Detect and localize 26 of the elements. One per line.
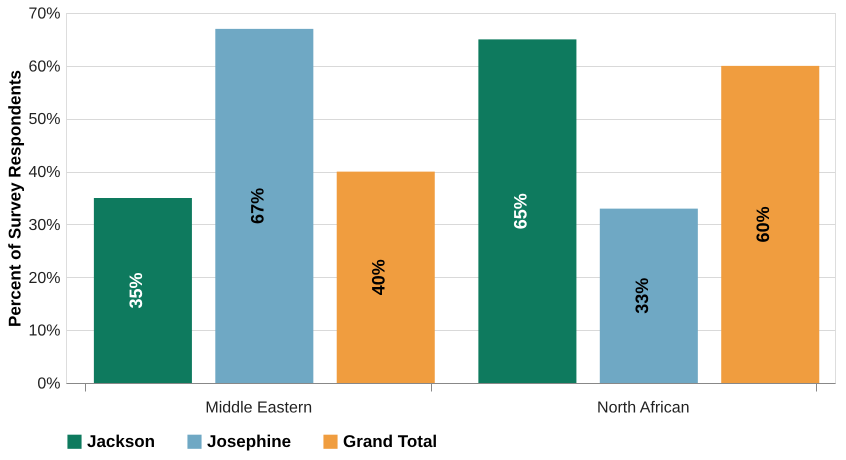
legend-label: Jackson: [87, 432, 156, 451]
y-tick-label: 70%: [28, 6, 60, 22]
data-label: 60%: [753, 206, 774, 242]
x-tick-label: Middle Eastern: [205, 400, 312, 416]
y-tick-label: 50%: [28, 111, 60, 128]
data-label: 35%: [126, 272, 146, 309]
data-label: 65%: [510, 193, 530, 230]
y-tick-label: 60%: [28, 58, 60, 76]
bar: [94, 198, 192, 383]
bar: [478, 39, 576, 383]
x-tick-label: North African: [597, 400, 690, 416]
y-tick-label: 10%: [28, 322, 60, 340]
legend-label: Grand Total: [343, 432, 438, 451]
bar: [215, 28, 314, 383]
y-axis-title: Percent of Survey Respondents: [5, 70, 24, 327]
y-tick-label: 0%: [37, 376, 60, 392]
y-tick-label: 30%: [28, 216, 60, 234]
y-tick-label: 40%: [28, 164, 60, 182]
bar: [600, 208, 698, 383]
data-label: 67%: [247, 188, 268, 224]
bar: [721, 66, 820, 383]
data-label: 40%: [368, 259, 389, 296]
legend-label: Josephine: [207, 432, 292, 451]
data-label: 33%: [632, 278, 652, 314]
y-tick-label: 20%: [28, 270, 60, 287]
bar: [336, 172, 435, 383]
